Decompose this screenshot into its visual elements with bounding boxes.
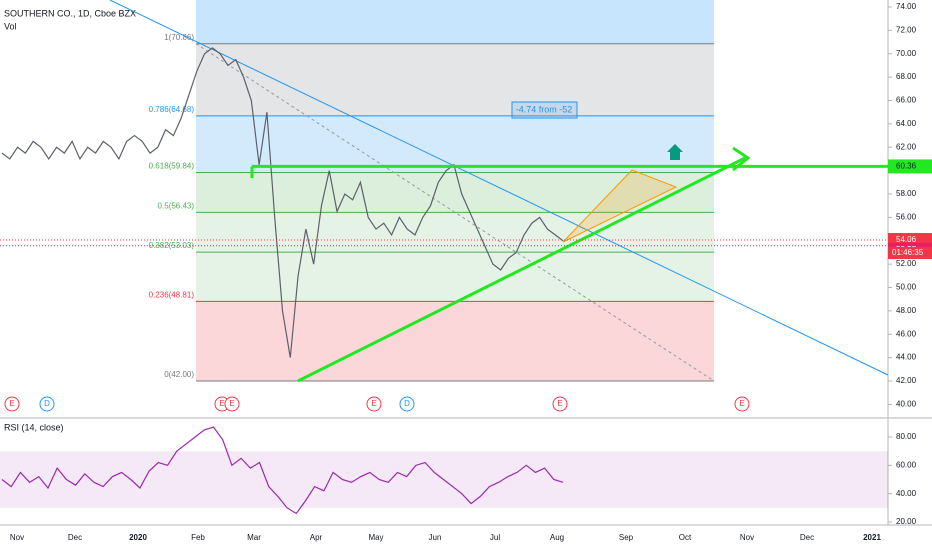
event-label: D bbox=[404, 399, 410, 408]
x-tick-label: Dec bbox=[800, 533, 814, 542]
y-tick-label: 70.00 bbox=[896, 49, 917, 58]
dashed-line bbox=[195, 43, 715, 382]
volume-label: Vol bbox=[4, 21, 17, 31]
event-label: D bbox=[44, 399, 50, 408]
event-marker bbox=[4, 396, 20, 412]
y-tick-label: 42.00 bbox=[896, 376, 917, 385]
x-tick-label: Sep bbox=[619, 533, 634, 542]
x-tick-label: Jul bbox=[490, 533, 500, 542]
fib-label: 0.236(48.81) bbox=[149, 291, 195, 300]
price-line bbox=[1, 47, 564, 358]
x-tick-label: Feb bbox=[191, 533, 205, 542]
event-label: E bbox=[739, 399, 744, 408]
x-tick-label: May bbox=[368, 533, 383, 542]
fib-label: 1(70.86) bbox=[164, 33, 194, 42]
fib-zone bbox=[196, 172, 714, 213]
y-tick-label: 40.00 bbox=[896, 399, 917, 408]
y-tick-label: 56.00 bbox=[896, 212, 917, 221]
y-tick-label: 52.00 bbox=[896, 259, 917, 268]
rsi-line bbox=[1, 426, 564, 515]
y2-tick-label: 40.00 bbox=[896, 489, 917, 498]
x-tick-label: 2020 bbox=[129, 533, 147, 542]
annotation: -4.74 from -52 bbox=[516, 104, 573, 114]
background bbox=[196, 0, 714, 382]
fib-zone bbox=[196, 0, 714, 44]
x-tick-label: Aug bbox=[550, 533, 564, 542]
event-label: E bbox=[557, 399, 562, 408]
fib-zone bbox=[196, 252, 714, 302]
fib-zone bbox=[196, 115, 714, 173]
arrow-head bbox=[732, 146, 751, 172]
y-tick-label: 44.00 bbox=[896, 353, 917, 362]
event-marker bbox=[734, 396, 750, 412]
y2-tick-label: 80.00 bbox=[896, 432, 917, 441]
fib-label: 0.786(64.68) bbox=[149, 105, 195, 114]
x-tick-label: Apr bbox=[310, 533, 323, 542]
rsi-label: RSI (14, close) bbox=[4, 422, 64, 432]
orange-triangle bbox=[562, 169, 678, 243]
x-tick-label: Mar bbox=[247, 533, 261, 542]
y-tick-label: 50.00 bbox=[896, 283, 917, 292]
event-label: E bbox=[219, 399, 224, 408]
event-marker bbox=[552, 396, 568, 412]
trend-line bbox=[109, 0, 889, 376]
y2-tick-label: 20.00 bbox=[896, 517, 917, 526]
x-tick-label: Jun bbox=[429, 533, 442, 542]
y2-tick-label: 60.00 bbox=[896, 460, 917, 469]
y-tick-label: 64.00 bbox=[896, 119, 917, 128]
countdown: 01:46:35 bbox=[892, 248, 924, 257]
event-marker bbox=[39, 396, 55, 412]
event-label: E bbox=[229, 399, 234, 408]
fib-zone bbox=[196, 43, 714, 116]
x-tick-label: 2021 bbox=[863, 533, 881, 542]
support-line bbox=[297, 156, 746, 383]
x-tick-label: Oct bbox=[679, 533, 692, 542]
y-tick-label: 62.00 bbox=[896, 142, 917, 151]
price-tag-label: 54.06 bbox=[896, 235, 917, 244]
x-tick-label: Dec bbox=[68, 533, 82, 542]
price-tag-label: 60.36 bbox=[896, 162, 917, 171]
y-tick-label: 68.00 bbox=[896, 72, 917, 81]
x-tick-label: Nov bbox=[740, 533, 754, 542]
fib-label: 0(42.00) bbox=[164, 370, 194, 379]
y-tick-label: 48.00 bbox=[896, 306, 917, 315]
event-marker bbox=[399, 396, 415, 412]
x-tick-label: Nov bbox=[10, 533, 24, 542]
symbol: SOUTHERN CO., 1D, Cboe BZX bbox=[4, 8, 136, 18]
fib-label: 0.618(59.84) bbox=[149, 162, 195, 171]
event-label: E bbox=[9, 399, 14, 408]
y-tick-label: 66.00 bbox=[896, 96, 917, 105]
event-label: E bbox=[371, 399, 376, 408]
y-tick-label: 72.00 bbox=[896, 25, 917, 34]
y-tick-label: 74.00 bbox=[896, 2, 917, 11]
annotation-box bbox=[511, 101, 578, 119]
fib-label: 0.5(56.43) bbox=[158, 201, 195, 210]
event-marker bbox=[224, 396, 240, 412]
fib-zone bbox=[196, 301, 714, 381]
y-tick-label: 46.00 bbox=[896, 329, 917, 338]
event-marker bbox=[366, 396, 382, 412]
y-tick-label: 58.00 bbox=[896, 189, 917, 198]
price-tag bbox=[888, 159, 932, 174]
countdown-bg bbox=[888, 247, 932, 260]
up-arrow bbox=[667, 144, 683, 160]
